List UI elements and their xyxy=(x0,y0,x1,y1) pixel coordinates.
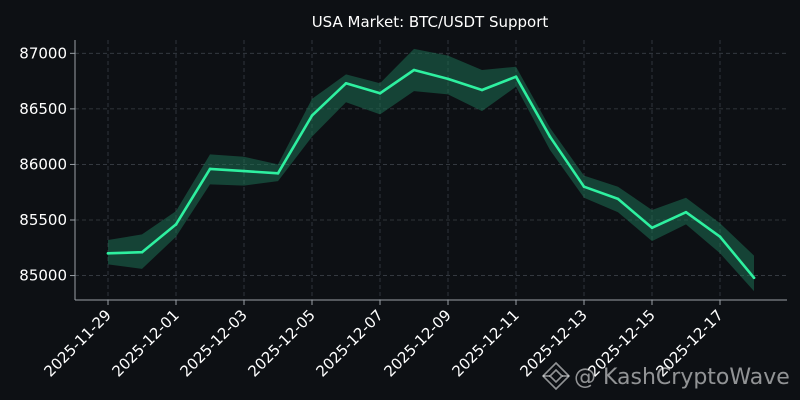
chart-title: USA Market: BTC/USDT Support xyxy=(312,13,549,31)
data-point xyxy=(242,169,246,173)
data-point xyxy=(752,276,756,280)
y-tick-label: 86500 xyxy=(19,100,67,118)
data-point xyxy=(616,197,620,201)
y-tick-label: 85500 xyxy=(19,211,67,229)
y-tick-label: 85000 xyxy=(19,267,67,285)
data-point xyxy=(480,88,484,92)
data-point xyxy=(514,75,518,78)
y-tick-label: 87000 xyxy=(19,44,67,62)
watermark: @ KashCryptoWave xyxy=(541,361,790,391)
series-line xyxy=(106,68,756,280)
watermark-text: @ KashCryptoWave xyxy=(574,365,790,390)
data-point xyxy=(446,77,450,81)
data-point xyxy=(684,210,688,214)
data-point xyxy=(650,226,654,230)
y-tick-labels: 85000 85500 86000 86500 87000 xyxy=(19,44,67,284)
data-point xyxy=(106,252,110,255)
data-point xyxy=(276,172,280,175)
data-point xyxy=(140,250,144,254)
data-point xyxy=(548,135,552,138)
data-point xyxy=(412,68,416,72)
data-point xyxy=(208,167,212,171)
series-lines xyxy=(106,68,756,280)
data-point xyxy=(718,235,722,238)
data-point xyxy=(582,185,586,188)
data-point xyxy=(378,92,382,95)
data-point xyxy=(174,223,178,226)
data-point xyxy=(344,82,348,85)
y-tick-label: 86000 xyxy=(19,155,67,173)
diamond-logo-icon xyxy=(541,361,571,391)
axes xyxy=(70,40,787,305)
data-point xyxy=(310,114,314,117)
